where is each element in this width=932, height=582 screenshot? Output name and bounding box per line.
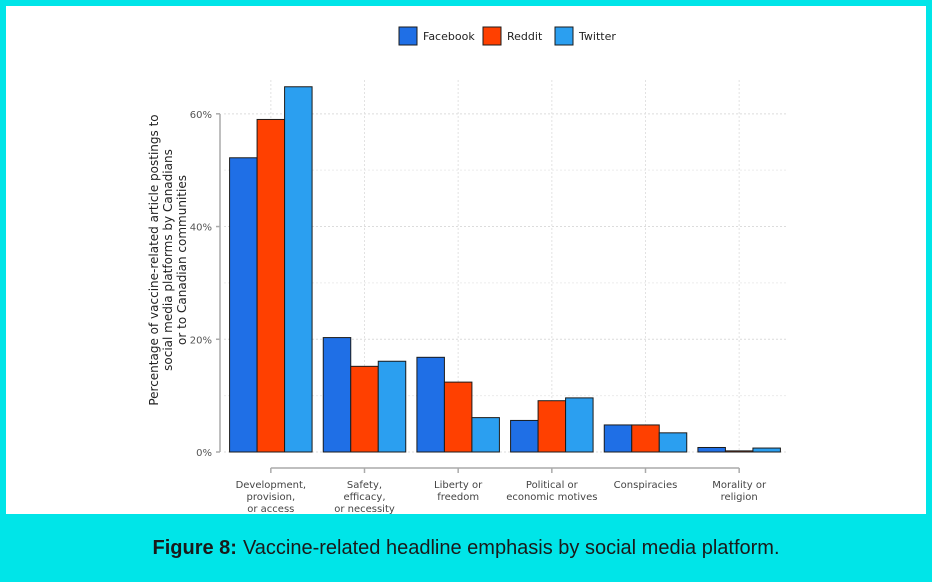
bar-twitter bbox=[471, 417, 500, 453]
x-tick-label: Development, provision, or access bbox=[236, 480, 307, 514]
bar-twitter bbox=[565, 397, 594, 453]
bar-reddit bbox=[443, 381, 473, 453]
x-tick-label: Safety, efficacy, or necessity bbox=[334, 480, 395, 514]
y-axis-label: Percentage of vaccine-related article po… bbox=[147, 114, 189, 405]
bar-twitter bbox=[377, 360, 407, 453]
y-tick-label: 40% bbox=[190, 223, 212, 234]
x-tick-label: Political or economic motives bbox=[506, 480, 597, 503]
bar-chart: 0% 20% 40% 60% Development, provision, or acce… bbox=[147, 26, 786, 514]
bar-twitter bbox=[658, 432, 688, 453]
x-tick-label: Conspiracies bbox=[614, 480, 678, 491]
bar-facebook bbox=[510, 419, 539, 453]
legend-swatch-facebook bbox=[398, 26, 418, 46]
bar-facebook bbox=[603, 424, 633, 453]
legend-label-facebook: Facebook bbox=[423, 30, 475, 43]
bars bbox=[229, 86, 781, 453]
y-tick-label: 0% bbox=[196, 448, 212, 459]
legend-label-reddit: Reddit bbox=[507, 30, 543, 43]
caption-label: Figure 8: bbox=[152, 536, 237, 559]
bar-facebook bbox=[322, 337, 352, 453]
x-tick-label: Morality or religion bbox=[712, 480, 767, 503]
figure-caption: Figure 8: Vaccine-related headline empha… bbox=[0, 514, 932, 582]
y-tick-label: 20% bbox=[190, 335, 212, 346]
legend: Facebook Reddit Twitter bbox=[398, 26, 616, 46]
y-tick-label: 60% bbox=[190, 110, 212, 121]
bar-reddit bbox=[724, 450, 754, 453]
bar-reddit bbox=[537, 400, 567, 453]
bar-reddit bbox=[350, 365, 379, 453]
bar-facebook bbox=[229, 157, 258, 453]
caption-text: Vaccine-related headline emphasis by soc… bbox=[242, 536, 780, 559]
axes: 0% 20% 40% 60% Development, provision, or acce… bbox=[190, 110, 767, 514]
bar-reddit bbox=[256, 118, 286, 453]
bar-twitter bbox=[752, 447, 781, 453]
bar-reddit bbox=[631, 424, 660, 453]
legend-swatch-reddit bbox=[482, 26, 502, 46]
bar-facebook bbox=[697, 446, 726, 453]
legend-swatch-twitter bbox=[554, 26, 574, 46]
x-tick-label: Liberty or freedom bbox=[434, 480, 483, 503]
bar-twitter bbox=[284, 86, 313, 453]
legend-label-twitter: Twitter bbox=[578, 30, 616, 43]
bar-facebook bbox=[416, 356, 445, 453]
